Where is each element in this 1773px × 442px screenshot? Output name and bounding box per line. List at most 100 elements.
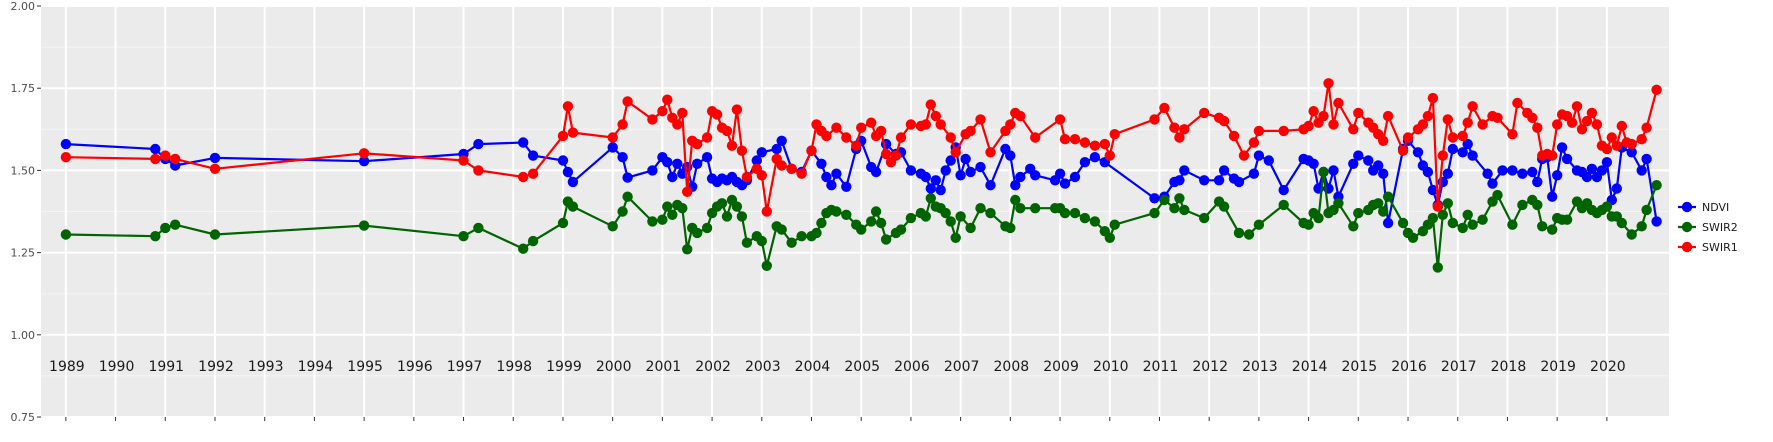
swir2-point (985, 207, 996, 219)
swir2-point (1333, 198, 1344, 209)
swir1-point (1333, 97, 1344, 109)
swir1-point (662, 94, 673, 105)
swir2-point (1149, 207, 1160, 219)
ndvi-point (1517, 168, 1528, 179)
swir2-point (1378, 206, 1389, 217)
year-label: 1997 (447, 359, 483, 375)
ndvi-point (692, 158, 703, 169)
swir1-point (1566, 117, 1578, 128)
swir1-point (736, 145, 748, 156)
ndvi-point (930, 175, 941, 186)
swir2-point (667, 209, 678, 220)
year-label: 2006 (894, 359, 930, 375)
swir1-point (1179, 124, 1190, 135)
swir1-point (1382, 110, 1394, 122)
ndvi-point (1532, 176, 1543, 188)
ndvi-point (622, 172, 633, 183)
swir1-point (856, 122, 867, 133)
swir1-point (1552, 119, 1563, 130)
swir2-point (1432, 262, 1444, 273)
swir1-point (711, 109, 723, 120)
ndvi-point (1611, 183, 1623, 194)
swir2-point (1626, 229, 1637, 240)
swir1-point (1462, 117, 1473, 128)
swir1-point (1507, 129, 1518, 140)
swir2-point (1174, 193, 1185, 204)
legend-label-swir2: SWIR2 (1702, 221, 1738, 234)
swir1-point (1318, 110, 1329, 122)
swir2-point (1348, 221, 1359, 232)
ndvi-point (60, 138, 72, 150)
ndvi-point (647, 165, 658, 176)
year-label: 2016 (1391, 359, 1427, 375)
year-label: 2003 (745, 359, 781, 375)
ndvi-point (821, 171, 832, 183)
swir2-point (1303, 219, 1314, 230)
legend-key-point-swir2 (1681, 221, 1693, 233)
year-label: 2009 (1043, 359, 1079, 375)
ndvi-point (1353, 150, 1364, 161)
swir1-point (880, 148, 892, 160)
swir1-point (890, 150, 902, 161)
swir1-point (1586, 107, 1598, 119)
swir2-point (1373, 198, 1384, 209)
swir2-point (965, 222, 976, 234)
ndvi-point (965, 166, 976, 178)
y-axis-tick-label: 1.75 (11, 82, 36, 95)
legend-key-point-ndvi (1681, 201, 1693, 213)
year-label: 2005 (844, 359, 880, 375)
swir1-point (726, 140, 738, 151)
swir1-point (1099, 138, 1111, 150)
ndvi-point (1462, 138, 1473, 150)
swir2-point (1233, 227, 1245, 239)
ndvi-point (518, 137, 529, 148)
swir2-point (870, 206, 882, 217)
swir1-point (527, 168, 539, 179)
swir1-point (1571, 101, 1583, 112)
swir1-point (1532, 122, 1543, 133)
ndvi-point (1497, 165, 1508, 176)
ndvi-point (935, 184, 946, 196)
swir1-point (692, 138, 703, 150)
ndvi-point (1089, 152, 1101, 163)
year-label: 2014 (1292, 359, 1328, 375)
swir1-point (1576, 124, 1588, 135)
swir2-point (1397, 217, 1409, 229)
swir1-point (1512, 97, 1523, 109)
swir2-point (1447, 217, 1459, 229)
swir2-point (607, 221, 618, 232)
ndvi-point (925, 183, 936, 194)
swir2-point (692, 227, 703, 239)
ndvi-point (1253, 150, 1265, 161)
swir1-point (761, 206, 772, 217)
ndvi-point (826, 180, 837, 191)
ndvi-point (1552, 170, 1563, 181)
swir1-point (617, 119, 628, 130)
swir2-point (657, 214, 668, 225)
swir2-point (567, 201, 579, 212)
legend-label-ndvi: NDVI (1702, 201, 1729, 214)
swir1-point (677, 107, 688, 119)
swir1-point (950, 147, 961, 158)
swir1-point (965, 125, 976, 137)
swir2-point (209, 229, 221, 240)
swir2-point (940, 207, 951, 219)
swir2-point (682, 244, 693, 255)
ndvi-point (1030, 170, 1041, 181)
swir1-point (160, 150, 171, 161)
swir1-point (1422, 110, 1434, 122)
swir2-point (811, 227, 822, 239)
swir1-point (935, 119, 946, 130)
swir2-point (1059, 207, 1071, 219)
ndvi-point (751, 155, 762, 166)
swir1-point (622, 96, 633, 107)
swir1-point (1348, 124, 1359, 135)
legend: NDVI SWIR2 SWIR1 (1678, 201, 1738, 254)
ndvi-point (1378, 168, 1389, 179)
swir1-point (209, 163, 221, 174)
swir2-point (1218, 201, 1230, 212)
ndvi-point (1308, 158, 1319, 169)
swir1-point (1059, 134, 1071, 145)
year-label: 1996 (397, 359, 433, 375)
